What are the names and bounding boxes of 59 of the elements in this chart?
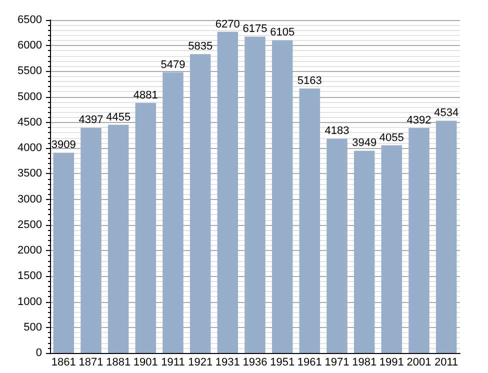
- y-tick-label: 2000: [18, 244, 42, 257]
- bar: [190, 54, 211, 353]
- x-tick-label: 2001: [406, 356, 432, 368]
- data-label: 4055: [379, 132, 404, 144]
- x-tick-label: 1881: [106, 356, 131, 368]
- x-tick-label: 1871: [78, 356, 104, 368]
- bar: [381, 145, 402, 353]
- data-label: 3949: [352, 137, 377, 150]
- y-tick-label: 5000: [18, 90, 42, 103]
- y-tick-label: 4000: [18, 142, 42, 154]
- y-tick-label: 3500: [18, 168, 42, 180]
- bar: [244, 36, 266, 353]
- x-tick-label: 1861: [51, 356, 76, 368]
- data-label: 4534: [434, 107, 459, 120]
- data-label: 4455: [106, 111, 131, 124]
- x-tick-label: 1931: [215, 356, 240, 368]
- bar: [162, 72, 184, 353]
- data-label: 3909: [51, 139, 76, 152]
- x-tick-label: 1981: [352, 356, 377, 368]
- bar: [354, 150, 375, 353]
- y-tick-label: 500: [24, 321, 42, 334]
- y-tick-label: 3000: [18, 193, 42, 206]
- y-tick-label: 1500: [18, 270, 42, 282]
- x-tick-label: 1936: [242, 356, 268, 368]
- bar: [135, 102, 156, 353]
- data-label: 4183: [324, 125, 350, 138]
- data-label: 4397: [78, 114, 104, 126]
- y-tick-label: 0: [36, 347, 42, 359]
- data-label: 5479: [160, 58, 186, 71]
- data-label: 6270: [215, 18, 240, 30]
- bar: [108, 124, 129, 353]
- bar: [408, 128, 430, 353]
- bar: [53, 152, 74, 353]
- y-tick-label: 6500: [18, 14, 42, 26]
- x-tick-label: 2011: [434, 356, 458, 368]
- x-tick-label: 1911: [161, 356, 185, 368]
- bar: [217, 32, 238, 353]
- bar: [299, 88, 320, 353]
- x-tick-label: 1951: [270, 356, 295, 368]
- bar: [326, 138, 348, 353]
- y-tick-label: 1000: [18, 296, 42, 308]
- x-tick-label: 1921: [188, 356, 213, 368]
- y-tick-label: 2500: [18, 218, 42, 231]
- data-label: 5835: [188, 40, 213, 53]
- x-tick-label: 1971: [324, 356, 350, 368]
- bar: [436, 120, 457, 353]
- data-label: 4392: [406, 114, 432, 126]
- data-label: 5163: [297, 74, 322, 87]
- x-tick-label: 1961: [297, 356, 322, 368]
- x-tick-label: 1901: [133, 356, 158, 368]
- bar: [272, 40, 293, 353]
- data-label: 4881: [133, 89, 158, 102]
- data-label: 6175: [242, 23, 268, 36]
- bar: [80, 128, 102, 353]
- x-tick-label: 1991: [379, 356, 404, 368]
- y-tick-label: 5500: [18, 65, 42, 78]
- data-label: 6105: [270, 26, 295, 39]
- y-tick-label: 6000: [18, 40, 42, 52]
- y-tick-label: 4500: [18, 116, 42, 128]
